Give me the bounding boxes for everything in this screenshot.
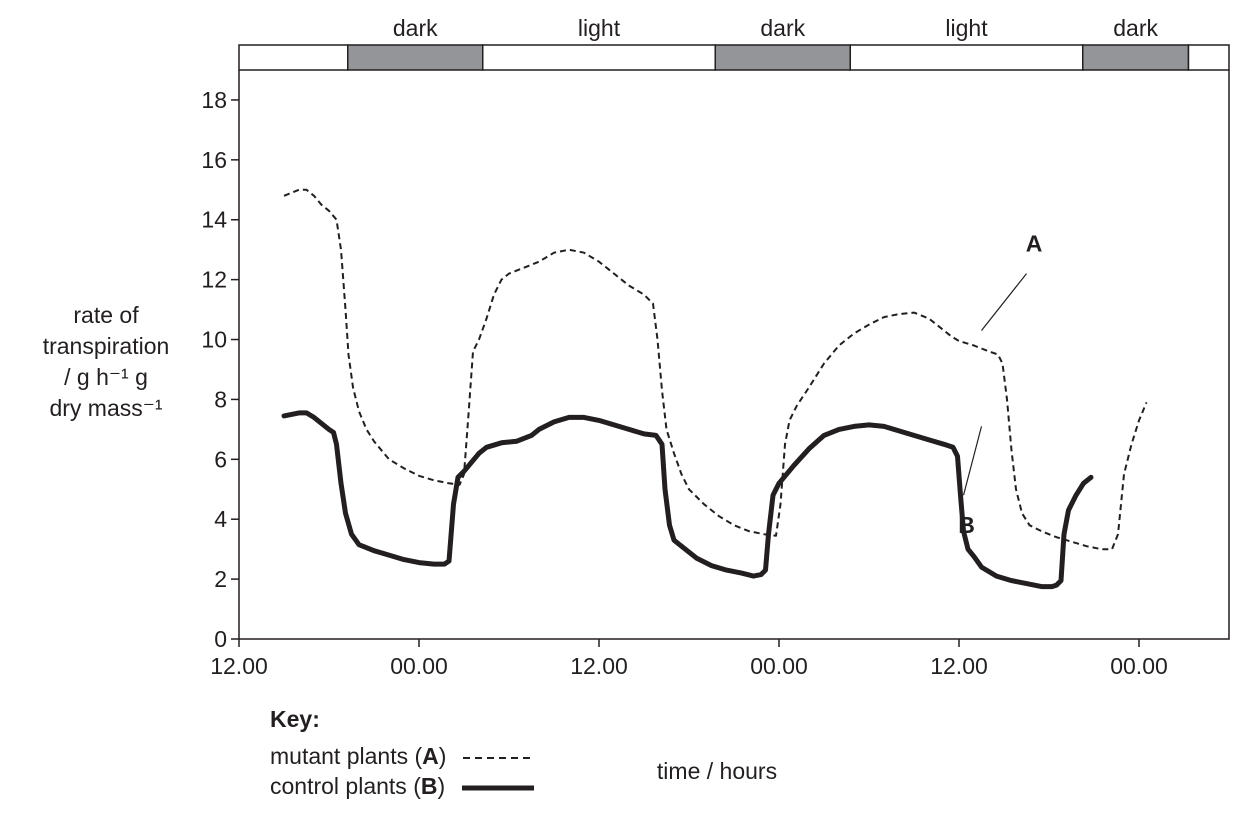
legend-letter: A <box>422 743 439 769</box>
series-line-b <box>281 410 1094 590</box>
y-tick-label: 14 <box>201 207 227 233</box>
period-label: dark <box>1113 15 1158 41</box>
x-tick-label: 12.00 <box>570 653 628 679</box>
y-tick-label: 4 <box>214 506 227 532</box>
dashed-line-sample <box>462 756 535 759</box>
period-segment <box>347 44 484 71</box>
y-tick-label: 18 <box>201 87 227 113</box>
axes: 0 2 4 6 8 10 12 14 16 18 12.00 00.00 12.00 00.00 12.00… <box>201 87 1167 679</box>
annotations: AB <box>958 231 1042 539</box>
x-tick-label: 00.00 <box>1110 653 1168 679</box>
period-label: light <box>578 15 621 41</box>
y-axis-title-line: / g h⁻¹ g <box>64 364 148 390</box>
callout-line <box>962 426 983 496</box>
series-lines <box>281 188 1148 590</box>
legend-label: ) <box>437 773 446 799</box>
y-tick-label: 16 <box>201 147 227 173</box>
x-tick-label: 12.00 <box>930 653 988 679</box>
y-tick-label: 0 <box>214 626 227 652</box>
x-tick-label: 00.00 <box>750 653 808 679</box>
legend-label: mutant plants ( <box>270 743 423 769</box>
legend-label: ) <box>438 743 447 769</box>
callout-label: A <box>1026 231 1043 257</box>
y-axis-title-line: dry mass⁻¹ <box>49 395 163 421</box>
callout-label: B <box>958 512 975 538</box>
y-axis-title-line: transpiration <box>42 333 170 359</box>
legend: Key: mutant plants (A) control plants (B… <box>270 706 535 801</box>
period-label: dark <box>393 15 438 41</box>
period-segment <box>714 44 851 71</box>
x-tick-label: 12.00 <box>210 653 268 679</box>
series-line-a <box>283 188 1148 551</box>
period-segment <box>482 44 716 71</box>
period-segment <box>238 44 349 71</box>
solid-line-sample <box>461 785 534 791</box>
y-tick-label: 6 <box>214 446 227 472</box>
period-label: light <box>945 15 988 41</box>
legend-label: control plants ( <box>270 773 421 799</box>
legend-title: Key: <box>270 706 320 732</box>
y-axis-title-line: rate of <box>73 302 139 328</box>
light-dark-band: dark light dark light dark <box>238 15 1230 71</box>
period-label: dark <box>760 15 805 41</box>
period-segment <box>849 44 1084 71</box>
y-tick-label: 10 <box>201 327 227 353</box>
period-segment <box>1082 44 1190 71</box>
legend-item-mutant: mutant plants (A) <box>270 741 535 771</box>
x-axis-title: time / hours <box>657 758 777 784</box>
y-tick-label: 12 <box>201 267 227 293</box>
period-segment <box>1187 44 1230 71</box>
legend-item-control: control plants (B) <box>270 771 535 801</box>
plot-frame <box>238 70 1230 640</box>
y-axis-title: rate of transpiration / g h⁻¹ g dry mass… <box>22 300 190 424</box>
plot-border <box>238 70 1230 640</box>
x-tick-label: 00.00 <box>390 653 448 679</box>
y-tick-label: 2 <box>214 566 227 592</box>
callout-line <box>981 273 1027 331</box>
y-tick-label: 8 <box>214 386 227 412</box>
legend-letter: B <box>420 773 438 799</box>
